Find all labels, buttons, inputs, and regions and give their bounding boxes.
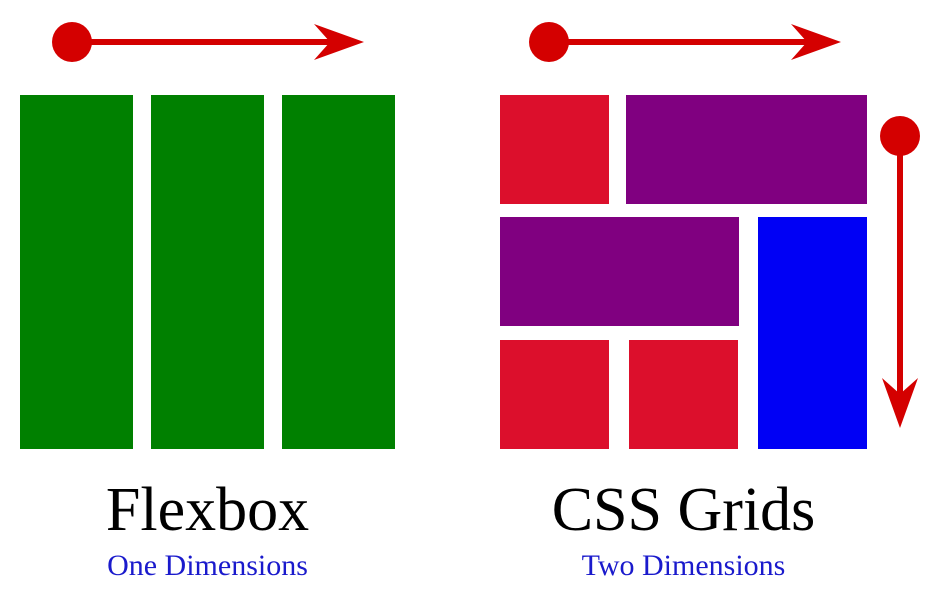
grid-vertical-arrow: [880, 116, 920, 428]
grid-item-blue-tall: [758, 217, 867, 449]
arrow-head: [791, 24, 841, 60]
grid-item-red-top-left: [500, 95, 609, 204]
grid-title: CSS Grids: [551, 476, 816, 544]
flexbox-subtitle: One Dimensions: [107, 549, 308, 582]
flex-item-1: [20, 95, 133, 449]
arrow-shaft: [72, 39, 340, 45]
flex-item-3: [282, 95, 395, 449]
grid-horizontal-arrow: [529, 22, 841, 62]
arrow-head: [882, 378, 918, 428]
grid-item-red-bottom-middle: [629, 340, 738, 449]
flex-item-2: [151, 95, 264, 449]
flexbox-title: Flexbox: [105, 476, 310, 544]
arrow-head: [314, 24, 364, 60]
grid-item-purple-top-wide: [626, 95, 867, 204]
grid-item-red-bottom-left: [500, 340, 609, 449]
flexbox-horizontal-arrow: [52, 22, 364, 62]
arrow-shaft: [897, 136, 903, 404]
arrow-shaft: [549, 39, 817, 45]
grid-item-purple-middle-wide: [500, 217, 739, 326]
grid-subtitle: Two Dimensions: [581, 549, 786, 582]
